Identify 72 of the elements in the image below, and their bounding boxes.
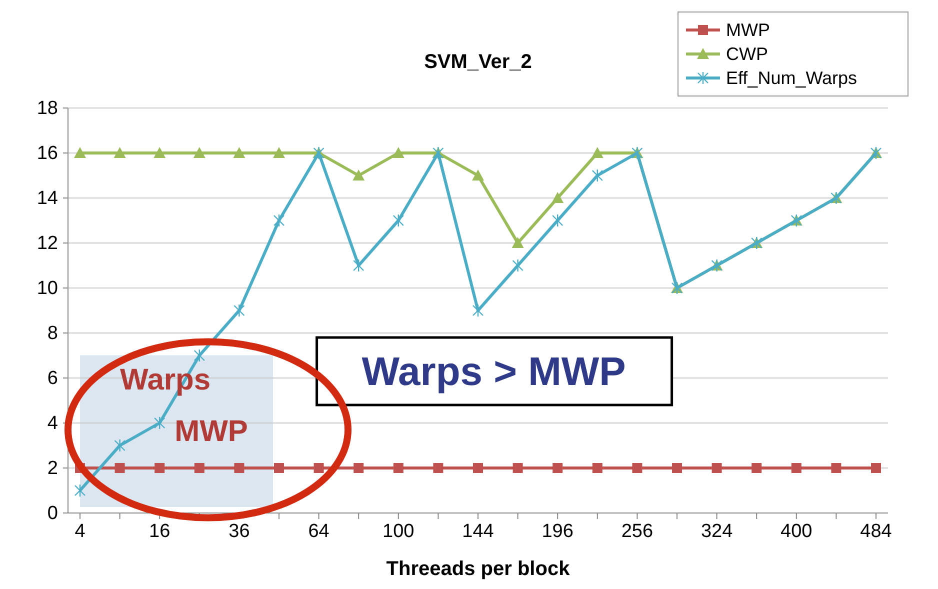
x-tick-label: 144: [462, 521, 494, 542]
chart-title: SVM_Ver_2: [424, 51, 532, 73]
point: [233, 147, 246, 158]
point: [74, 484, 86, 498]
point: [274, 463, 284, 473]
point: [512, 237, 524, 248]
x-tick-label: 400: [780, 521, 812, 542]
point: [672, 463, 682, 473]
y-tick-label: 2: [47, 458, 58, 479]
point: [234, 304, 245, 318]
y-tick-label: 0: [47, 503, 58, 524]
point: [512, 463, 523, 473]
point: [591, 147, 604, 158]
point: [752, 463, 762, 473]
point: [393, 463, 404, 473]
point: [353, 258, 364, 272]
x-tick-label: 4: [74, 521, 86, 542]
x-tick-label: 484: [860, 521, 892, 542]
point: [154, 147, 166, 158]
y-tick-label: 6: [47, 368, 58, 389]
point: [193, 147, 206, 158]
point: [472, 304, 484, 318]
point: [352, 170, 365, 180]
y-tick-label: 10: [36, 278, 58, 299]
point: [154, 416, 166, 430]
point: [552, 463, 563, 473]
point: [114, 463, 125, 473]
point: [114, 438, 126, 452]
point: [354, 463, 364, 473]
point: [114, 147, 126, 158]
legend-label: Eff_Num_Warps: [726, 68, 858, 88]
legend-label: MWP: [726, 20, 770, 40]
point: [712, 463, 722, 473]
y-tick-label: 12: [36, 233, 58, 254]
point: [194, 348, 205, 362]
point: [871, 463, 881, 473]
point: [831, 463, 842, 473]
y-tick-label: 16: [36, 143, 58, 164]
x-tick-label: 196: [542, 521, 574, 542]
x-tick-label: 64: [308, 521, 330, 542]
point: [154, 463, 165, 473]
point: [512, 258, 524, 272]
annotation: MWP: [174, 415, 248, 448]
x-tick-label: 100: [382, 521, 414, 542]
point: [472, 170, 484, 180]
point: [314, 463, 324, 473]
legend-label: CWP: [726, 44, 768, 64]
x-tick-label: 256: [621, 521, 654, 542]
x-tick-label: 16: [149, 521, 170, 542]
point: [273, 214, 285, 228]
point: [473, 463, 483, 473]
y-tick-label: 18: [36, 98, 58, 119]
point: [194, 463, 204, 473]
point: [74, 147, 86, 158]
point: [592, 463, 602, 473]
point: [234, 463, 244, 473]
annotation: Warps > MWP: [362, 350, 626, 394]
point: [392, 147, 404, 158]
point: [592, 168, 603, 182]
y-tick-label: 8: [47, 323, 58, 344]
point: [273, 147, 285, 158]
x-tick-label: 36: [228, 521, 250, 542]
point: [632, 463, 642, 473]
x-axis-title: Threeads per block: [386, 558, 571, 580]
x-tick-label: 324: [700, 521, 734, 542]
point: [791, 463, 802, 473]
point: [552, 192, 564, 203]
y-tick-label: 14: [36, 188, 58, 209]
point: [392, 214, 404, 228]
point: [433, 463, 444, 473]
point: [552, 214, 564, 228]
y-tick-label: 4: [47, 413, 58, 434]
